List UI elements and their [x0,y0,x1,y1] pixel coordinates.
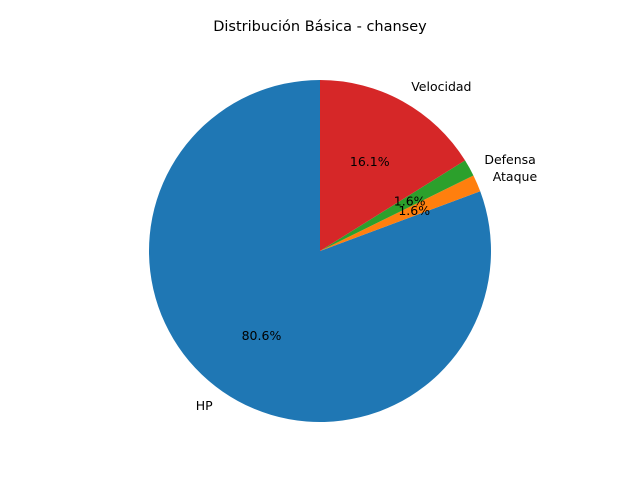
slice-label-ataque: Ataque [493,169,538,184]
pie-slices [149,80,492,422]
slice-pct-hp: 80.6% [242,328,282,343]
slice-label-defensa: Defensa [484,152,536,167]
pie-labels: HP 80.6% Ataque 1.6% Defensa 1.6% Velocidad 16.… [196,79,538,413]
slice-pct-defensa: 1.6% [394,194,426,209]
slice-pct-velocidad: 16.1% [350,154,390,169]
pie-slice-ataque [320,175,481,251]
pie-slice-defensa [320,160,474,251]
slice-label-hp: HP [196,398,213,413]
slice-label-velocidad: Velocidad [411,79,471,94]
slice-pct-ataque: 1.6% [398,203,430,218]
pie-slice-velocidad [320,80,466,251]
chart-title: Distribución Básica - chansey [213,19,427,35]
